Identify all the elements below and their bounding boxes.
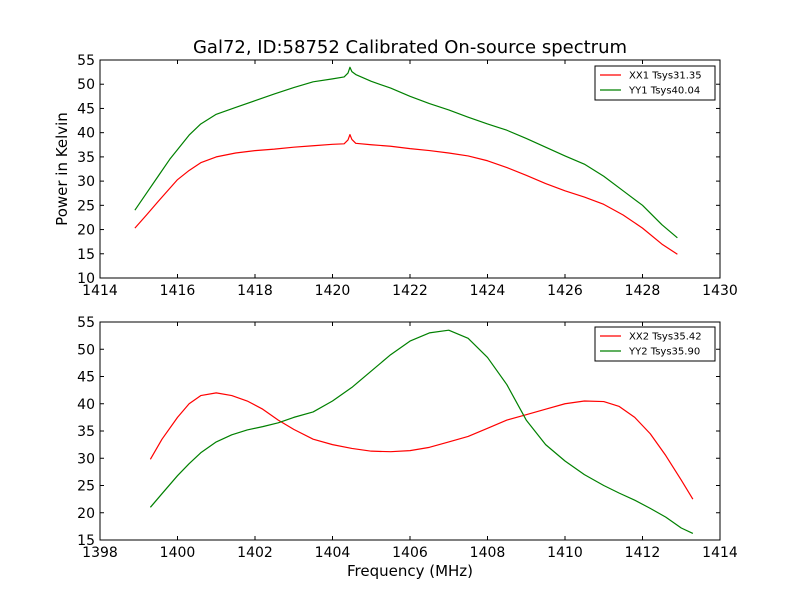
y-tick-label: 45 [77, 370, 95, 386]
y-tick-label: 40 [77, 397, 95, 413]
y-tick-label: 50 [77, 77, 95, 93]
x-tick-label: 1420 [315, 283, 351, 299]
x-tick-label: 1404 [315, 545, 351, 561]
y-tick-label: 25 [77, 198, 95, 214]
legend: XX2 Tsys35.42 YY2 Tsys35.90 [594, 326, 716, 362]
x-tick-label: 1414 [702, 545, 738, 561]
chart-title: Gal72, ID:58752 Calibrated On-source spe… [193, 37, 627, 58]
x-tick-label: 1414 [82, 283, 118, 299]
y-tick-label: 50 [77, 342, 95, 358]
y-tick-label: 35 [77, 150, 95, 166]
series-line-1-1 [134, 134, 678, 255]
x-tick-label: 1430 [702, 283, 738, 299]
x-tick-label: 1422 [392, 283, 428, 299]
legend-entry: XX2 Tsys35.42 [629, 332, 702, 343]
x-tick-label: 1424 [470, 283, 506, 299]
y-tick-label: 15 [77, 247, 95, 263]
y-tick-label: 10 [77, 271, 95, 287]
y-tick-label: 30 [77, 174, 95, 190]
y-tick-label: 25 [77, 479, 95, 495]
legend-box [594, 65, 716, 101]
legend-entry: XX1 Tsys31.35 [629, 71, 702, 82]
series-line-2-1 [149, 392, 694, 500]
x-tick-label: 1398 [82, 545, 118, 561]
y-tick-label: 15 [77, 533, 95, 549]
bottom-panel: 1398 1400 1402 1404 1406 1408 1410 1412 1414 15 20… [77, 315, 738, 580]
legend: XX1 Tsys31.35 YY1 Tsys40.04 [594, 65, 716, 101]
series-line-2-2 [149, 329, 694, 535]
y-tick-label: 55 [77, 315, 95, 331]
y-tick-label: 55 [77, 53, 95, 69]
top-panel: 1414 1416 1418 1420 1422 1424 1426 1428 1430 10 15… [53, 53, 738, 299]
y-tick-label: 35 [77, 424, 95, 440]
y-axis-label: Power in Kelvin [53, 112, 71, 226]
x-tick-label: 1428 [625, 283, 661, 299]
x-tick-label: 1410 [547, 545, 583, 561]
y-tick-label: 20 [77, 223, 95, 239]
y-tick-label: 40 [77, 126, 95, 142]
legend-entry: YY1 Tsys40.04 [628, 86, 700, 97]
x-tick-label: 1426 [547, 283, 583, 299]
legend-box [594, 326, 716, 362]
series-line-1-2 [134, 66, 678, 239]
x-tick-label: 1418 [237, 283, 273, 299]
y-tick-label: 20 [77, 506, 95, 522]
x-tick-label: 1400 [160, 545, 196, 561]
x-axis-label: Frequency (MHz) [347, 562, 473, 580]
x-tick-label: 1412 [625, 545, 661, 561]
y-tick-label: 30 [77, 451, 95, 467]
x-tick-label: 1402 [237, 545, 273, 561]
y-tick-label: 45 [77, 101, 95, 117]
x-tick-label: 1406 [392, 545, 428, 561]
x-tick-label: 1416 [160, 283, 196, 299]
legend-entry: YY2 Tsys35.90 [628, 347, 700, 358]
x-tick-label: 1408 [470, 545, 506, 561]
